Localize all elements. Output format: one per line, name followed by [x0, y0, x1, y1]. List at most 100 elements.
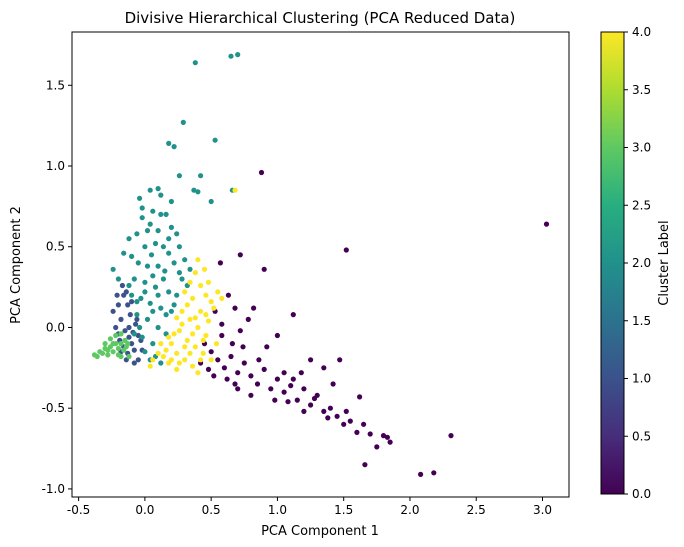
x-axis-label: PCA Component 1	[261, 524, 379, 539]
cluster-3-point	[105, 347, 111, 353]
cluster-2-point	[158, 305, 164, 311]
cluster-2-point	[139, 215, 145, 221]
cluster-4-point	[187, 350, 193, 356]
cluster-2-point	[150, 273, 156, 279]
cluster-4-point	[158, 341, 164, 347]
cluster-0-point	[301, 386, 307, 392]
cluster-2-point	[174, 292, 180, 298]
cluster-0-point	[264, 344, 270, 350]
colorbar-tick-label: 2.5	[632, 198, 651, 212]
cluster-2-point	[139, 205, 145, 211]
cluster-0-point	[294, 397, 300, 403]
cluster-0-point	[205, 366, 212, 372]
cluster-2-point	[135, 260, 141, 266]
cluster-1-point	[131, 360, 137, 366]
cluster-1-point	[126, 334, 132, 340]
x-tick-label: 0.0	[135, 503, 154, 517]
cluster-0-point	[261, 266, 267, 272]
cluster-2-point	[180, 119, 186, 125]
cluster-2-point	[182, 257, 188, 263]
cluster-2-point	[171, 260, 177, 266]
cluster-4-point	[195, 324, 201, 331]
cluster-2-point	[147, 300, 153, 306]
cluster-2-point	[163, 312, 169, 318]
cluster-0-point	[254, 381, 261, 387]
cluster-1-point	[133, 321, 139, 327]
cluster-2-point	[150, 341, 156, 347]
cluster-2-point	[152, 284, 159, 290]
cluster-2-point	[144, 316, 151, 322]
cluster-0-point	[237, 252, 243, 258]
cluster-0-point	[215, 357, 221, 363]
cluster-2-point	[162, 268, 168, 274]
cluster-2-point	[115, 276, 121, 282]
y-tick-label: -0.5	[42, 401, 65, 415]
cluster-1-point	[122, 328, 128, 334]
cluster-4-point	[182, 357, 188, 363]
cluster-4-point	[163, 347, 169, 353]
cluster-3-point	[113, 332, 119, 339]
colorbar-tick-label: 0.0	[632, 487, 651, 501]
cluster-2-point	[155, 292, 161, 298]
cluster-0-point	[343, 408, 349, 414]
cluster-0-point	[387, 439, 393, 445]
cluster-0-point	[343, 247, 349, 253]
cluster-0-point	[240, 344, 246, 350]
cluster-2-point	[191, 187, 197, 193]
cluster-0-point	[448, 433, 454, 439]
x-tick-label: -0.5	[67, 503, 90, 517]
cluster-1-point	[113, 324, 119, 331]
cluster-0-point	[285, 399, 291, 405]
cluster-2-point	[126, 236, 132, 242]
cluster-2-point	[158, 192, 164, 198]
colorbar	[600, 31, 625, 495]
cluster-0-point	[361, 421, 367, 427]
y-tick-label: 1.5	[46, 78, 65, 92]
cluster-0-point	[274, 376, 280, 382]
cluster-4-point	[171, 331, 177, 337]
y-tick-label: 1.0	[46, 159, 65, 173]
x-tick-label: 3.0	[533, 503, 552, 517]
cluster-4-point	[176, 360, 182, 366]
cluster-4-point	[203, 312, 209, 318]
cluster-2-point	[155, 263, 161, 269]
cluster-0-point	[321, 408, 327, 414]
colorbar-tick-label: 3.5	[632, 83, 651, 97]
cluster-4-point	[195, 370, 201, 376]
cluster-0-point	[229, 341, 235, 347]
cluster-0-point	[325, 415, 331, 421]
cluster-0-point	[354, 429, 360, 435]
cluster-1-point	[125, 302, 131, 308]
cluster-0-point	[261, 366, 267, 372]
cluster-1-point	[129, 299, 135, 305]
y-axis: -1.0 -0.5 0.0 0.5 1.0 1.5	[42, 78, 72, 496]
cluster-4-point	[187, 316, 193, 322]
x-tick-label: 1.0	[268, 503, 287, 517]
cluster-1-point	[115, 302, 121, 308]
cluster-2-point	[139, 334, 145, 340]
cluster-1-point	[118, 316, 124, 322]
cluster-2-point	[179, 276, 185, 282]
cluster-2-point	[126, 282, 132, 289]
cluster-3-point	[94, 353, 100, 360]
cluster-0-point	[298, 370, 304, 376]
cluster-4-point	[208, 357, 214, 363]
cluster-2-point	[155, 228, 161, 234]
cluster-2-point	[148, 252, 155, 258]
cluster-0-point	[330, 381, 336, 387]
cluster-4-point	[205, 279, 212, 285]
cluster-0-point	[281, 370, 287, 376]
cluster-1-point	[126, 324, 132, 331]
cluster-3-point	[125, 341, 131, 347]
cluster-2-point	[171, 144, 177, 150]
cluster-4-point	[200, 350, 206, 356]
colorbar-tick-label: 0.5	[632, 429, 651, 443]
cluster-2-point	[155, 324, 161, 331]
cluster-4-point	[176, 328, 182, 334]
cluster-2-point	[134, 312, 140, 318]
cluster-2-point	[155, 186, 161, 192]
cluster-0-point	[290, 376, 296, 382]
cluster-0-point	[232, 305, 238, 311]
cluster-4-point	[198, 308, 204, 314]
cluster-4-point	[184, 337, 190, 343]
